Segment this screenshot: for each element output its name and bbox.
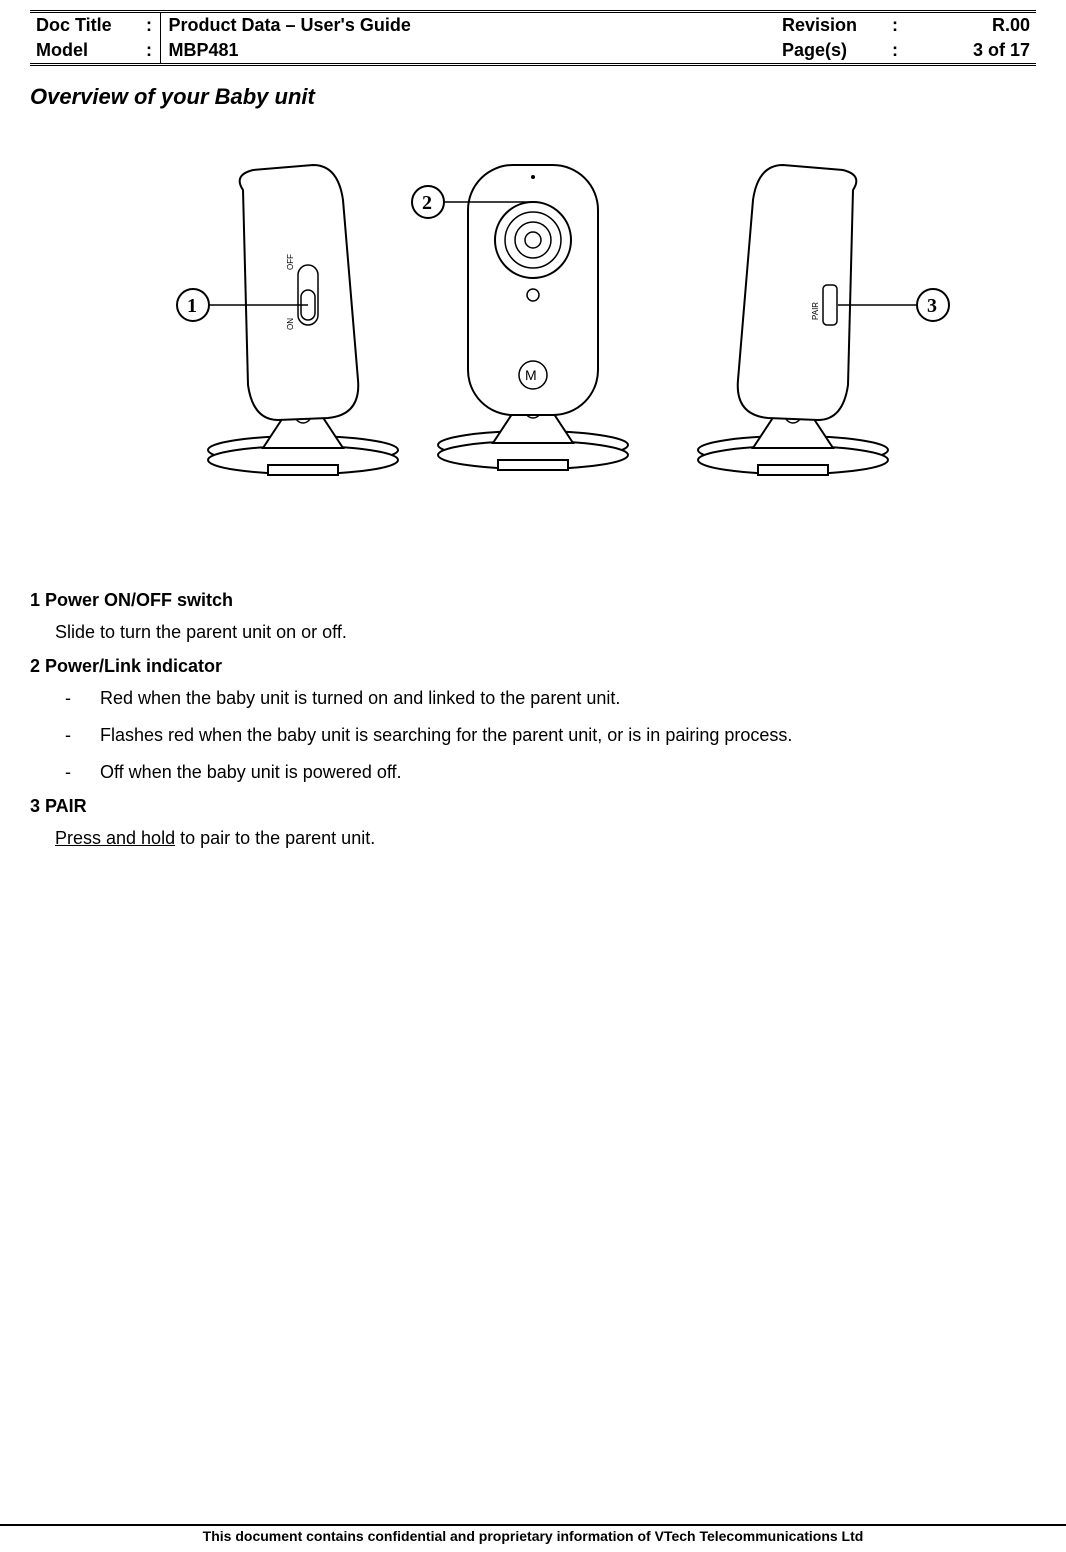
item-text: Slide to turn the parent unit on or off. xyxy=(55,619,1036,646)
svg-text:PAIR: PAIR xyxy=(811,302,820,320)
revision-value: R.00 xyxy=(906,12,1036,39)
baby-unit-diagram: ON OFF M PAIR 1 2 3 xyxy=(30,120,1036,540)
revision-label: Revision xyxy=(776,12,886,39)
pages-value: 3 of 17 xyxy=(906,38,1036,65)
doc-header-table: Doc Title : Product Data – User's Guide … xyxy=(30,10,1036,66)
footer-text: This document contains confidential and … xyxy=(0,1524,1066,1544)
item-heading: 1 Power ON/OFF switch xyxy=(30,590,1036,611)
svg-text:1: 1 xyxy=(187,295,197,317)
colon: : xyxy=(886,38,906,65)
bullet-item: -Red when the baby unit is turned on and… xyxy=(65,685,1036,712)
svg-text:2: 2 xyxy=(422,192,432,214)
colon: : xyxy=(886,12,906,39)
pages-label: Page(s) xyxy=(776,38,886,65)
item-heading: 2 Power/Link indicator xyxy=(30,656,1036,677)
item-text: Press and hold to pair to the parent uni… xyxy=(55,825,1036,852)
svg-text:3: 3 xyxy=(927,295,937,317)
model-value: MBP481 xyxy=(160,38,776,65)
doc-title-value: Product Data – User's Guide xyxy=(160,12,776,39)
colon: : xyxy=(140,38,160,65)
model-label: Model xyxy=(30,38,140,65)
svg-text:OFF: OFF xyxy=(286,254,295,270)
item-heading: 3 PAIR xyxy=(30,796,1036,817)
svg-text:M: M xyxy=(525,367,537,383)
svg-text:ON: ON xyxy=(286,318,295,330)
feature-list: 1 Power ON/OFF switch Slide to turn the p… xyxy=(30,590,1036,852)
section-title: Overview of your Baby unit xyxy=(30,84,1036,110)
bullet-item: -Off when the baby unit is powered off. xyxy=(65,759,1036,786)
colon: : xyxy=(140,12,160,39)
doc-title-label: Doc Title xyxy=(30,12,140,39)
bullet-item: -Flashes red when the baby unit is searc… xyxy=(65,722,1036,749)
